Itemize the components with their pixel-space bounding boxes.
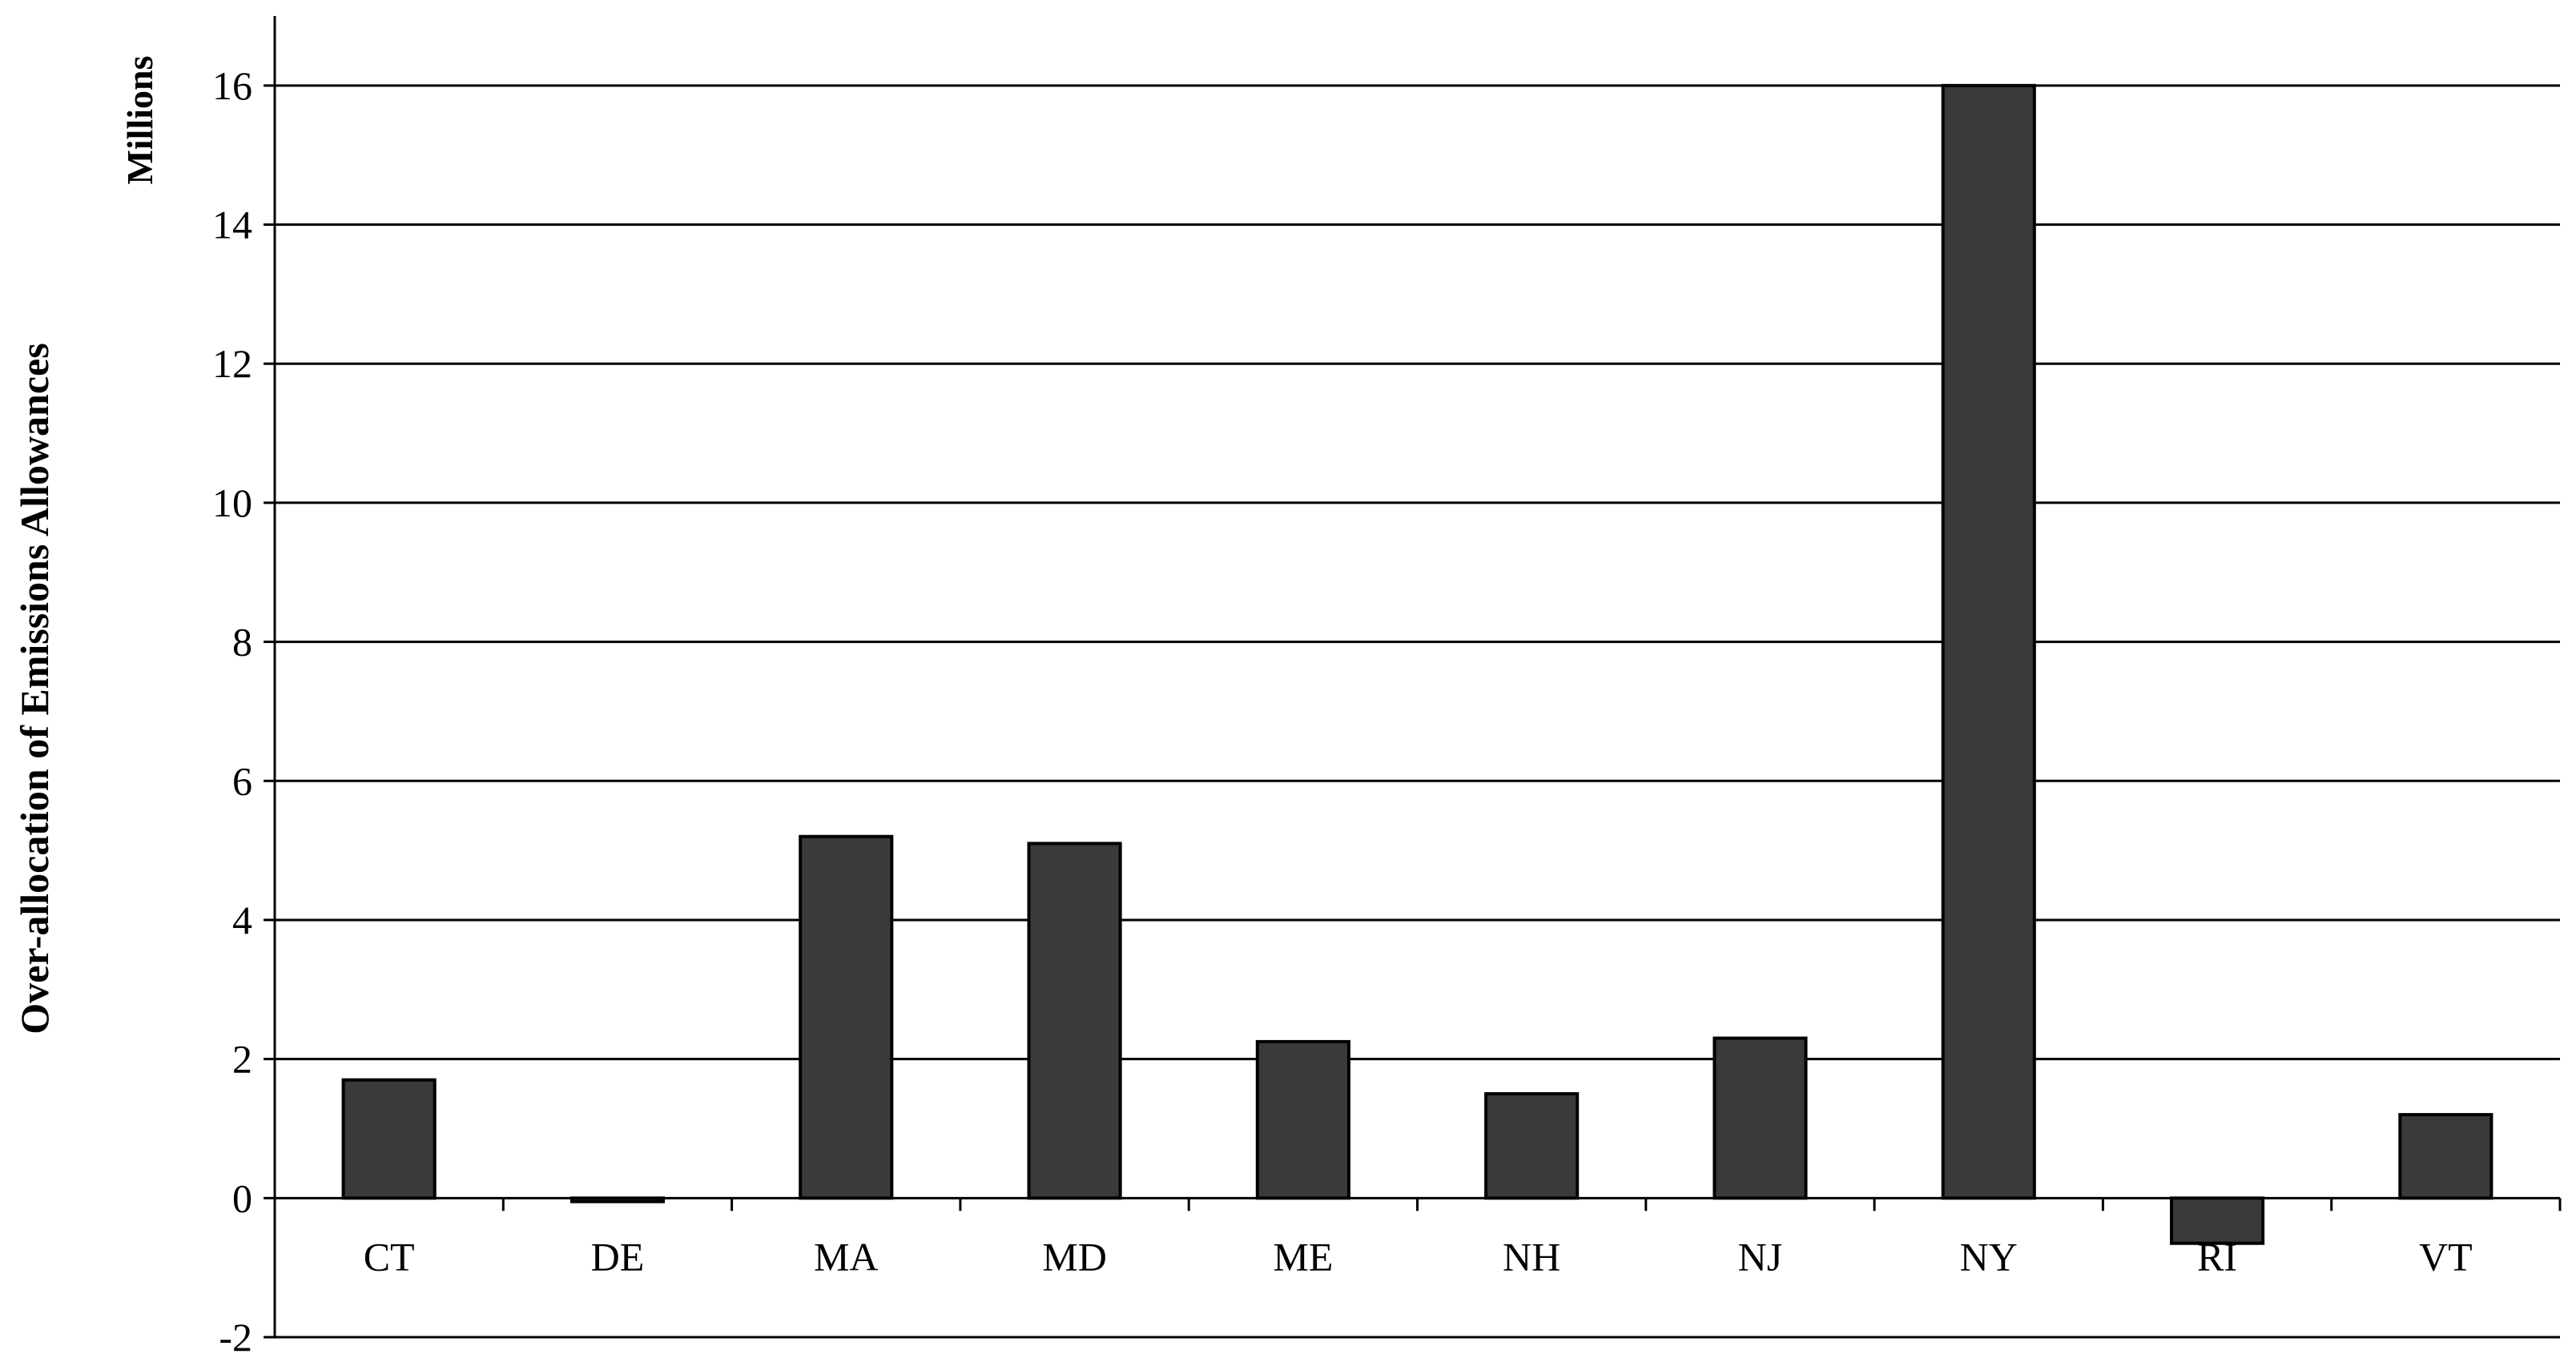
y-tick-label: 14 xyxy=(212,203,252,247)
y-tick-label: 4 xyxy=(232,898,252,942)
bar-me xyxy=(1255,1039,1350,1200)
bar-md xyxy=(1027,842,1122,1200)
y-axis-unit-label: Millions xyxy=(119,55,160,184)
bar-ma xyxy=(799,834,894,1200)
x-category-label: RI xyxy=(2197,1234,2237,1279)
y-tick-label: -2 xyxy=(219,1315,252,1360)
x-category-label: MA xyxy=(814,1234,879,1279)
x-category-label: MD xyxy=(1042,1234,1107,1279)
x-category-label: ME xyxy=(1273,1234,1333,1279)
y-tick-label: 8 xyxy=(232,620,252,665)
y-tick-label: 12 xyxy=(212,341,252,386)
y-tick-label: 2 xyxy=(232,1037,252,1082)
x-category-label: DE xyxy=(591,1234,645,1279)
y-tick-label: 0 xyxy=(232,1175,252,1220)
x-category-label: NY xyxy=(1960,1234,2018,1279)
y-tick-label: 6 xyxy=(232,758,252,803)
axes xyxy=(264,16,2562,1339)
bar-nh xyxy=(1484,1092,1580,1200)
bar-nj xyxy=(1713,1036,1808,1200)
bar-ny xyxy=(1941,83,2036,1200)
x-category-label: NH xyxy=(1503,1234,1560,1279)
x-category-label: CT xyxy=(364,1234,415,1279)
y-axis-label: Over-allocation of Emissions Allowances xyxy=(12,343,57,1034)
category-labels: CT DE MA MD ME NH NJ NY RI VT xyxy=(364,1234,2473,1279)
y-tick-label: 10 xyxy=(212,480,252,525)
bars xyxy=(341,83,2493,1245)
bar-vt xyxy=(2398,1113,2493,1200)
x-category-label: NJ xyxy=(1738,1234,1783,1279)
gridlines xyxy=(275,84,2560,1339)
y-tick-labels: -2 0 2 4 6 8 10 12 14 16 xyxy=(212,63,252,1360)
y-tick-label: 16 xyxy=(212,63,252,108)
bar-ct xyxy=(341,1078,437,1200)
x-category-label: VT xyxy=(2419,1234,2473,1279)
bar-ri xyxy=(2169,1196,2265,1245)
